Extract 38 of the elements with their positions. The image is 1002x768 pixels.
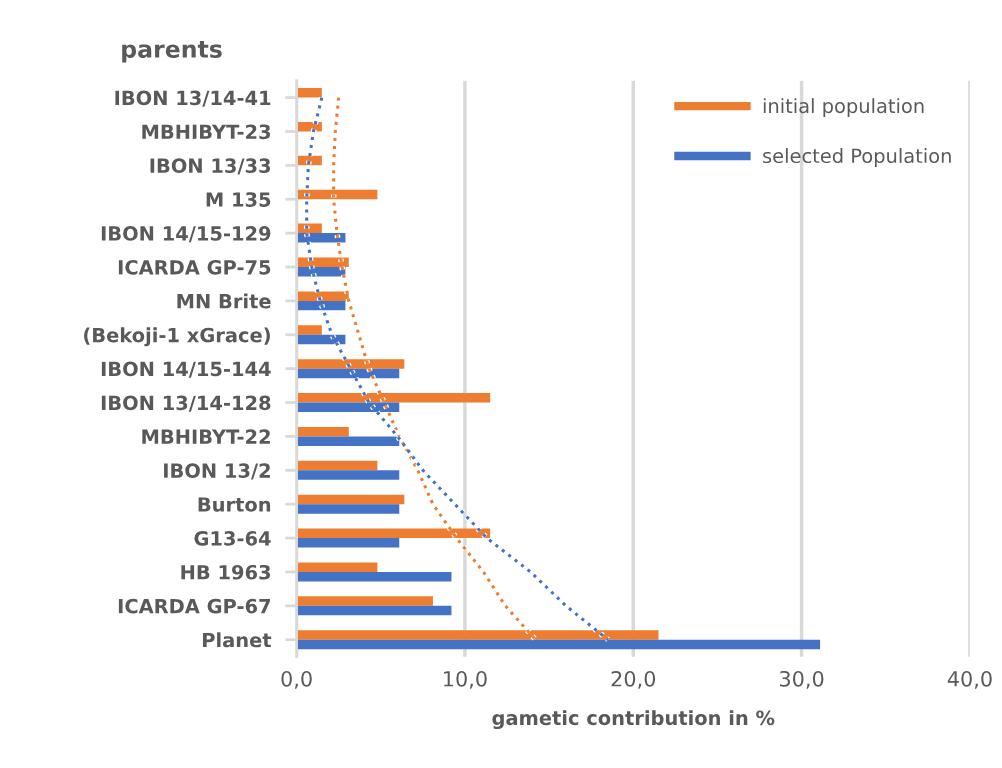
y-tick-label: IBON 13/2 xyxy=(164,463,270,480)
y-tick-label: IBON 13/14-128 xyxy=(101,395,271,412)
y-tick-label: MBHIBYT-22 xyxy=(142,429,270,444)
y-tick-label: MN Brite xyxy=(177,293,271,309)
bar xyxy=(296,88,322,98)
bar xyxy=(296,596,433,606)
bar xyxy=(296,494,405,505)
bar xyxy=(296,571,452,582)
y-tick-label: IBON 13/33 xyxy=(150,158,271,175)
y-tick-label: HB 1963 xyxy=(181,564,271,580)
chart-title: parents xyxy=(122,41,222,63)
legend-label: selected Population xyxy=(763,148,951,167)
bar xyxy=(296,605,452,616)
y-tick-label: M 135 xyxy=(206,192,271,207)
bar xyxy=(296,538,400,548)
y-tick-label: IBON 13/14-41 xyxy=(115,90,271,107)
bar xyxy=(296,562,378,572)
x-tick-label: 30,0 xyxy=(780,670,824,689)
y-tick-label: G13-64 xyxy=(194,531,271,546)
x-tick-label: 40,0 xyxy=(947,670,992,689)
y-tick-label: IBON 14/15-129 xyxy=(101,226,271,243)
x-axis-title: gametic contribution in % xyxy=(492,710,775,730)
bar xyxy=(296,325,322,335)
y-tick-label: IBON 14/15-144 xyxy=(101,361,271,378)
bar xyxy=(296,460,378,471)
x-tick-label: 20,0 xyxy=(611,670,656,689)
y-tick-label: ICARDA GP-75 xyxy=(118,259,271,275)
legend-label: initial population xyxy=(763,98,924,117)
y-tick-label: Planet xyxy=(203,632,272,648)
bar xyxy=(296,426,349,437)
x-tick-label: 10,0 xyxy=(444,670,487,689)
y-tick-label: (Bekoji-1 xGrace) xyxy=(84,327,270,347)
y-tick-label: ICARDA GP-67 xyxy=(118,598,271,614)
bar xyxy=(296,470,400,480)
x-tick-label: 0,0 xyxy=(281,670,312,689)
bar xyxy=(296,504,400,514)
y-tick-label: Burton xyxy=(198,497,271,512)
y-tick-label: MBHIBYT-23 xyxy=(142,124,271,140)
